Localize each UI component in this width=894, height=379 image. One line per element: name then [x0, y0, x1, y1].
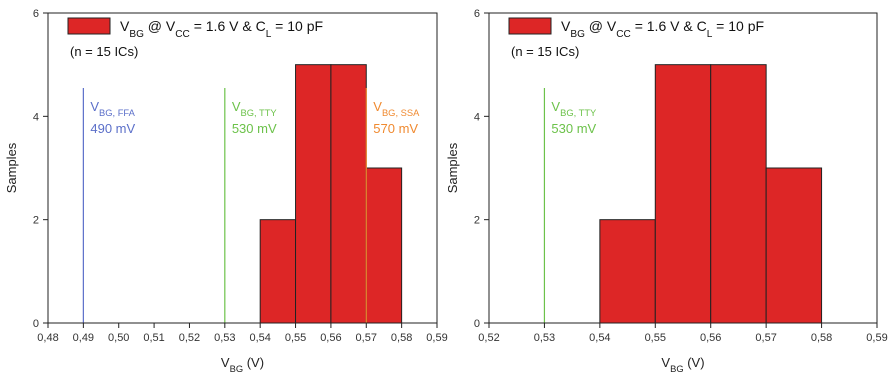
histogram-bar — [765, 167, 823, 324]
x-tick-label: 0,59 — [426, 332, 447, 344]
x-axis-title: VBG (V) — [221, 355, 264, 374]
y-tick-label: 4 — [474, 111, 480, 123]
x-tick-label: 0,54 — [589, 332, 610, 344]
marker-value: 530 mV — [551, 121, 596, 136]
y-tick-label: 4 — [33, 111, 39, 123]
histogram-bar — [365, 167, 403, 324]
x-tick-label: 0,54 — [249, 332, 270, 344]
plot-frame — [488, 12, 878, 324]
x-tick-label: 0,49 — [73, 332, 94, 344]
marker-label: VBG, FFA — [90, 99, 135, 118]
marker-label: VBG, TTY — [232, 99, 278, 118]
x-tick-label: 0,52 — [179, 332, 200, 344]
marker-label: VBG, TTY — [551, 99, 597, 118]
plot-frame — [47, 12, 438, 324]
y-tick-label: 0 — [33, 318, 39, 330]
legend-swatch — [67, 17, 111, 35]
y-tick-label: 2 — [33, 215, 39, 227]
marker-value: 530 mV — [232, 121, 277, 136]
x-tick-label: 0,55 — [285, 332, 306, 344]
x-tick-label: 0,58 — [391, 332, 412, 344]
x-tick-label: 0,56 — [700, 332, 721, 344]
histogram-bar — [710, 64, 767, 324]
sample-count-note: (n = 15 ICs) — [70, 44, 138, 59]
histogram-bar — [654, 64, 712, 324]
x-tick-label: 0,53 — [214, 332, 235, 344]
x-tick-label: 0,55 — [645, 332, 666, 344]
legend-label: VBG @ VCC = 1.6 V & CL = 10 pF — [120, 18, 323, 40]
x-tick-label: 0,57 — [356, 332, 377, 344]
x-tick-label: 0,52 — [478, 332, 499, 344]
legend-swatch — [508, 17, 552, 35]
legend-label: VBG @ VCC = 1.6 V & CL = 10 pF — [561, 18, 764, 40]
y-axis-title: Samples — [4, 142, 19, 193]
x-tick-label: 0,58 — [811, 332, 832, 344]
x-tick-label: 0,50 — [108, 332, 129, 344]
chart-panel-2: VBG, TTY 530 mV 0,52 0,53 0,54 0,55 0,56 0,57 0,… — [445, 8, 888, 374]
histogram-bar — [259, 219, 297, 324]
marker-value: 490 mV — [90, 121, 135, 136]
sample-count-note: (n = 15 ICs) — [511, 44, 579, 59]
x-tick-label: 0,51 — [143, 332, 164, 344]
marker-value: 570 mV — [373, 121, 418, 136]
y-tick-label: 0 — [474, 318, 480, 330]
x-tick-label: 0,59 — [866, 332, 887, 344]
y-tick-label: 6 — [33, 8, 39, 20]
x-axis-title: VBG (V) — [661, 355, 704, 374]
y-axis-title: Samples — [445, 142, 460, 193]
y-tick-label: 2 — [474, 215, 480, 227]
x-tick-label: 0,56 — [320, 332, 341, 344]
histogram-bar — [330, 64, 367, 324]
chart-panel-1: VBG, FFA 490 mV VBG, TTY 530 mV VBG, SSA 570 … — [4, 8, 448, 374]
y-tick-label: 6 — [474, 8, 480, 20]
x-tick-label: 0,48 — [37, 332, 58, 344]
marker-label: VBG, SSA — [373, 99, 420, 118]
histogram-bar — [295, 64, 332, 324]
x-tick-label: 0,57 — [755, 332, 776, 344]
x-tick-label: 0,53 — [534, 332, 555, 344]
histogram-bar — [599, 219, 656, 324]
